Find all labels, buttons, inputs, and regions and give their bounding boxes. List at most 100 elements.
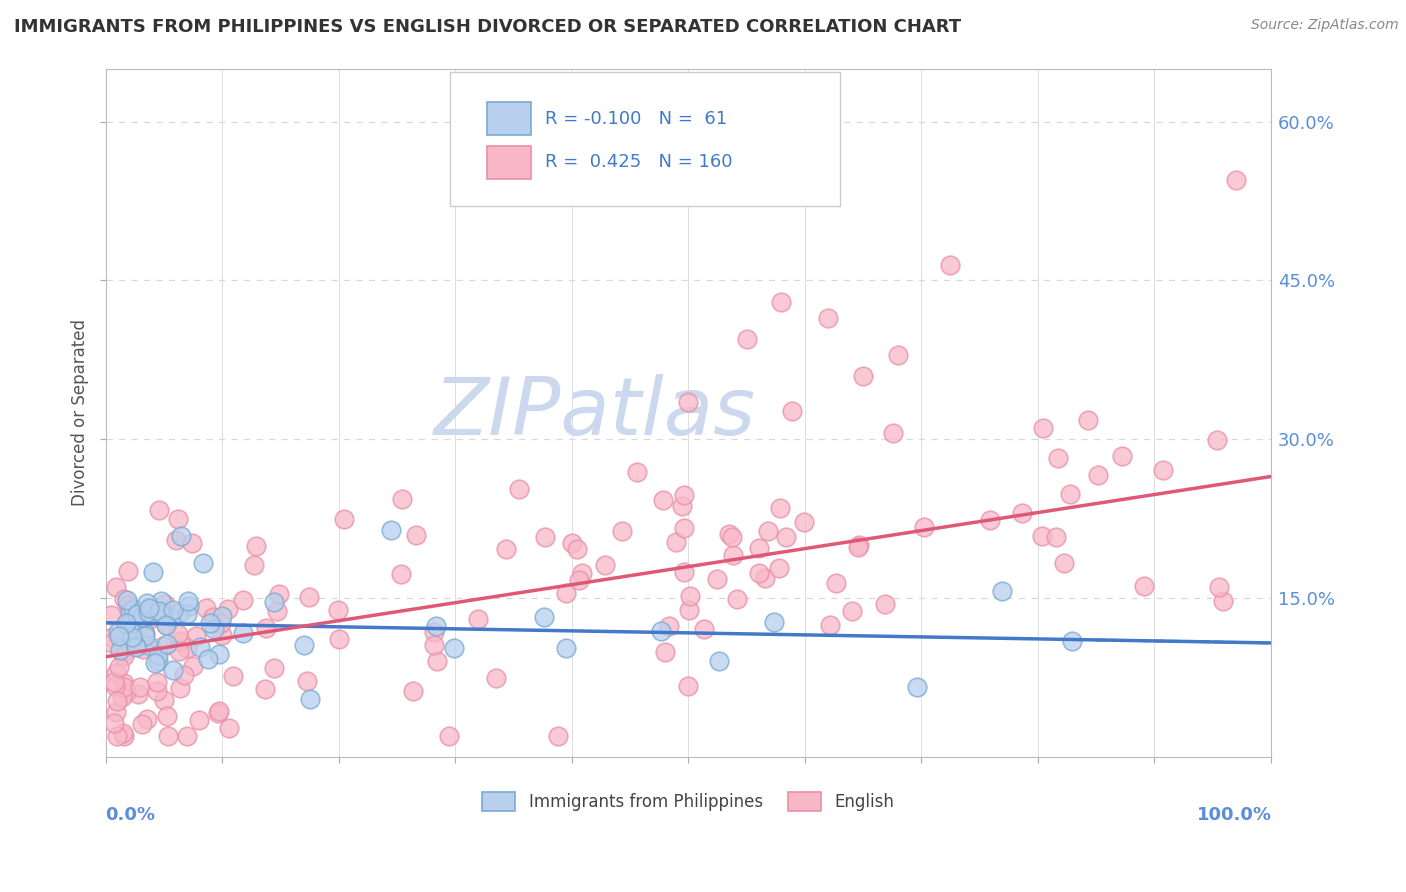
Point bbox=[146, 654, 169, 668]
Bar bbox=[486, 103, 531, 136]
Point bbox=[105, 706, 128, 720]
Point bbox=[191, 556, 214, 570]
Point bbox=[882, 425, 904, 440]
Point bbox=[717, 527, 740, 541]
Point bbox=[127, 623, 149, 637]
Point bbox=[1011, 507, 1033, 521]
Point bbox=[775, 530, 797, 544]
Point bbox=[142, 565, 165, 579]
Point bbox=[817, 310, 839, 325]
Point bbox=[1059, 486, 1081, 500]
Point bbox=[165, 533, 187, 547]
Point bbox=[112, 729, 135, 743]
Point bbox=[298, 590, 321, 604]
Point bbox=[217, 602, 239, 616]
Point bbox=[425, 619, 447, 633]
Point bbox=[115, 618, 138, 632]
Point bbox=[120, 604, 142, 618]
Point bbox=[756, 524, 779, 538]
Point bbox=[155, 607, 177, 622]
Point bbox=[561, 536, 583, 550]
Point bbox=[232, 593, 254, 607]
Point bbox=[818, 618, 841, 632]
Point bbox=[209, 615, 232, 630]
Point bbox=[162, 663, 184, 677]
Point bbox=[222, 669, 245, 683]
Point bbox=[333, 511, 356, 525]
Point bbox=[105, 693, 128, 707]
Point bbox=[912, 520, 935, 534]
Text: 0.0%: 0.0% bbox=[104, 805, 155, 823]
Point bbox=[1053, 556, 1076, 570]
Point bbox=[121, 630, 143, 644]
Point bbox=[875, 597, 897, 611]
Text: IMMIGRANTS FROM PHILIPPINES VS ENGLISH DIVORCED OR SEPARATED CORRELATION CHART: IMMIGRANTS FROM PHILIPPINES VS ENGLISH D… bbox=[14, 18, 962, 36]
Point bbox=[658, 618, 681, 632]
Point bbox=[1225, 173, 1247, 187]
Point bbox=[848, 538, 870, 552]
Point bbox=[124, 639, 146, 653]
Point bbox=[169, 644, 191, 658]
Point bbox=[405, 528, 427, 542]
Point bbox=[1208, 580, 1230, 594]
Point bbox=[1032, 421, 1054, 435]
Point bbox=[103, 675, 125, 690]
Point bbox=[170, 529, 193, 543]
Point bbox=[115, 593, 138, 607]
Point bbox=[108, 643, 131, 657]
Point bbox=[1031, 529, 1053, 543]
Point bbox=[298, 692, 321, 706]
Point bbox=[1212, 593, 1234, 607]
Point bbox=[328, 632, 350, 646]
Point bbox=[1087, 467, 1109, 482]
Point bbox=[186, 628, 208, 642]
Point bbox=[508, 483, 530, 497]
Point bbox=[1206, 434, 1229, 448]
Point bbox=[114, 616, 136, 631]
Point bbox=[148, 503, 170, 517]
Point bbox=[679, 589, 702, 603]
Point bbox=[152, 639, 174, 653]
Y-axis label: Divorced or Separated: Divorced or Separated bbox=[72, 319, 89, 507]
Point bbox=[118, 617, 141, 632]
Point bbox=[626, 465, 648, 479]
Point bbox=[160, 609, 183, 624]
Point bbox=[243, 558, 266, 573]
Point bbox=[176, 640, 198, 655]
Point bbox=[672, 520, 695, 534]
Point bbox=[101, 636, 124, 650]
Point bbox=[887, 348, 910, 362]
Point bbox=[131, 717, 153, 731]
Point bbox=[593, 558, 616, 572]
Point bbox=[391, 492, 413, 507]
Point bbox=[401, 684, 423, 698]
Point bbox=[176, 729, 198, 743]
Point bbox=[101, 630, 124, 644]
Point bbox=[852, 368, 875, 383]
Point bbox=[723, 548, 745, 562]
Point bbox=[266, 603, 288, 617]
Point bbox=[153, 597, 176, 611]
Point bbox=[111, 726, 134, 740]
Point bbox=[612, 524, 634, 538]
Point bbox=[533, 610, 555, 624]
Point bbox=[769, 500, 792, 515]
Text: R =  0.425   N = 160: R = 0.425 N = 160 bbox=[546, 153, 733, 170]
Point bbox=[134, 624, 156, 639]
Point bbox=[1111, 449, 1133, 463]
Point bbox=[176, 607, 198, 622]
Point bbox=[263, 661, 285, 675]
Point bbox=[136, 712, 159, 726]
Point bbox=[389, 567, 412, 582]
Point bbox=[136, 601, 159, 615]
Point bbox=[567, 541, 589, 556]
Point bbox=[735, 332, 758, 346]
Point bbox=[104, 666, 127, 681]
Point bbox=[841, 604, 863, 618]
Point bbox=[443, 641, 465, 656]
Point bbox=[136, 639, 159, 653]
Point bbox=[125, 640, 148, 655]
Point bbox=[114, 644, 136, 658]
Point bbox=[143, 605, 166, 619]
Point bbox=[112, 680, 135, 694]
